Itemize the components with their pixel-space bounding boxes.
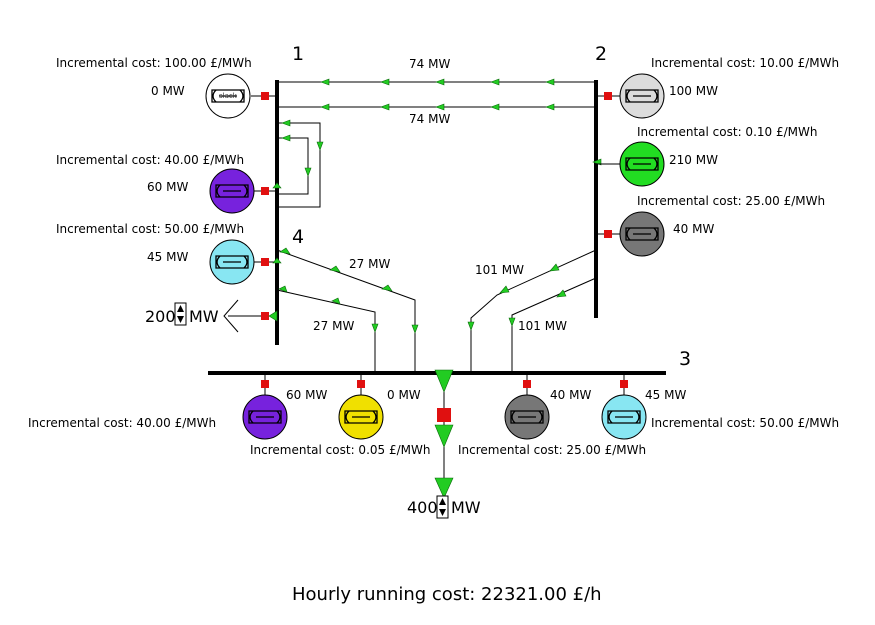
gen-4-output: 45 MW (147, 250, 188, 264)
line-1-2-b-flow: 74 MW (409, 112, 450, 126)
load-bus3-value[interactable]: 400 (407, 498, 438, 517)
load-bus3-flow-arrow-2 (434, 424, 454, 448)
breaker-gen-1-4[interactable] (261, 187, 269, 195)
gen-1-slack-output: 0 MW (151, 84, 185, 98)
gen-3-c[interactable] (504, 394, 550, 440)
line-2-3-b-flow: 101 MW (518, 319, 567, 333)
gen-2-c-output: 40 MW (673, 222, 714, 236)
line-1-4-a[interactable] (277, 122, 321, 208)
line-2-3-a[interactable] (470, 249, 597, 373)
load-bus4-value[interactable]: 200 (145, 307, 176, 326)
breaker-gen-4[interactable] (261, 258, 269, 266)
load-bus3-unit: MW (451, 498, 481, 517)
load-bus3-spinner[interactable] (436, 495, 449, 519)
gen-1-slack-cost: Incremental cost: 100.00 £/MWh (56, 56, 252, 70)
bus-1-label: 1 (292, 43, 304, 65)
bus-2-label: 2 (595, 43, 607, 65)
flow-arrows-4-3 (278, 247, 419, 334)
line-4-3-b-flow: 27 MW (313, 319, 354, 333)
line-4-3-b[interactable] (276, 289, 376, 373)
breaker-gen-1-slack[interactable] (261, 92, 269, 100)
gen-2-b-cost: Incremental cost: 0.10 £/MWh (637, 125, 817, 139)
gen-2-b[interactable] (619, 141, 665, 187)
gen-3-c-cost: Incremental cost: 25.00 £/MWh (458, 443, 646, 457)
line-1-2-a-flow: 74 MW (409, 57, 450, 71)
breaker-gen-3-b[interactable] (357, 380, 365, 388)
gen-3-c-output: 40 MW (550, 388, 591, 402)
gen-3-b-output: 0 MW (387, 388, 421, 402)
gen-1-4-output: 60 MW (147, 180, 188, 194)
hourly-running-cost: Hourly running cost: 22321.00 £/h (292, 584, 602, 605)
gen-2-c[interactable] (619, 211, 665, 257)
gen-3-b-cost: Incremental cost: 0.05 £/MWh (250, 443, 430, 457)
load-bus3-arrow (434, 477, 454, 499)
gen-3-d-cost: Incremental cost: 50.00 £/MWh (651, 416, 839, 430)
line-2-3-b[interactable] (511, 277, 597, 373)
line-1-4-b[interactable] (277, 137, 309, 195)
breaker-load-bus4[interactable] (261, 312, 269, 320)
gen-3-a-output: 60 MW (286, 388, 327, 402)
gen-4[interactable] (209, 239, 255, 285)
load-bus4-unit: MW (189, 307, 219, 326)
flow-arrows-1-2 (320, 78, 555, 111)
load-bus4-spinner[interactable] (174, 302, 187, 326)
line-4-3-a[interactable] (276, 249, 416, 373)
bus-4-label: 4 (292, 226, 304, 248)
gen-2-a-output: 100 MW (669, 84, 718, 98)
gen-3-d[interactable] (601, 394, 647, 440)
breaker-gen-2-a[interactable] (604, 92, 612, 100)
gen-2-a[interactable] (619, 73, 665, 119)
gen-1-4-cost: Incremental cost: 40.00 £/MWh (56, 153, 244, 167)
gen-1-slack[interactable]: slack (205, 73, 251, 119)
line-4-3-a-flow: 27 MW (349, 257, 390, 271)
line-2-3-a-flow: 101 MW (475, 263, 524, 277)
breaker-gen-3-c[interactable] (523, 380, 531, 388)
flow-arrows-1-4 (281, 119, 324, 177)
breaker-gen-3-a[interactable] (261, 380, 269, 388)
load-bus4-arrow (223, 299, 239, 333)
svg-text:slack: slack (219, 92, 238, 100)
gen-3-a-cost: Incremental cost: 40.00 £/MWh (28, 416, 216, 430)
gen-3-d-output: 45 MW (645, 388, 686, 402)
gen-2-b-output: 210 MW (669, 153, 718, 167)
gen-3-a[interactable] (242, 394, 288, 440)
flow-arrows-2-3 (467, 158, 602, 331)
gen-2-a-cost: Incremental cost: 10.00 £/MWh (651, 56, 839, 70)
gen-2-c-cost: Incremental cost: 25.00 £/MWh (637, 194, 825, 208)
breaker-gen-2-c[interactable] (604, 230, 612, 238)
breaker-gen-3-d[interactable] (620, 380, 628, 388)
breaker-load-bus3[interactable] (437, 408, 451, 422)
gen-3-b[interactable] (338, 394, 384, 440)
bus-3-label: 3 (679, 348, 691, 370)
gen-1-4[interactable] (209, 168, 255, 214)
load-bus3-flow-arrow-1 (434, 369, 454, 393)
gen-4-cost: Incremental cost: 50.00 £/MWh (56, 222, 244, 236)
